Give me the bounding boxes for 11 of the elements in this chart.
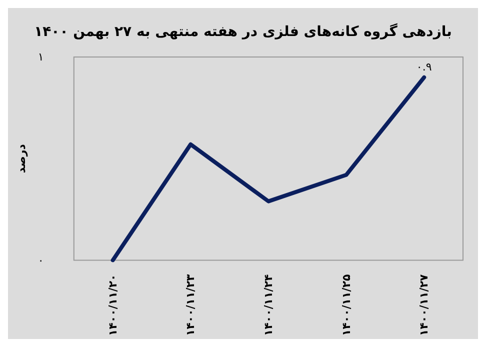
y-tick-label: ۱ [38, 50, 44, 64]
x-tick-label: ۱۴۰۰/۱۱/۲۷ [418, 274, 431, 336]
y-tick-label: ۰ [38, 254, 44, 267]
line-series [110, 75, 426, 262]
x-tick-label: ۱۴۰۰/۱۱/۲۰ [106, 274, 120, 336]
chart-title: بازدهی گروه کانه‌های فلزی در هفته منتهی به ۲۷ بهمن ۱۴۰۰ [34, 23, 452, 40]
x-tick-label: ۱۴۰۰/۱۱/۲۵ [340, 274, 353, 336]
y-axis-title: درصد [15, 144, 28, 174]
x-tick-label: ۱۴۰۰/۱۱/۲۳ [184, 274, 198, 336]
x-tick-label: ۱۴۰۰/۱۱/۲۴ [262, 274, 275, 336]
data-label: ۰.۹ [416, 60, 432, 74]
